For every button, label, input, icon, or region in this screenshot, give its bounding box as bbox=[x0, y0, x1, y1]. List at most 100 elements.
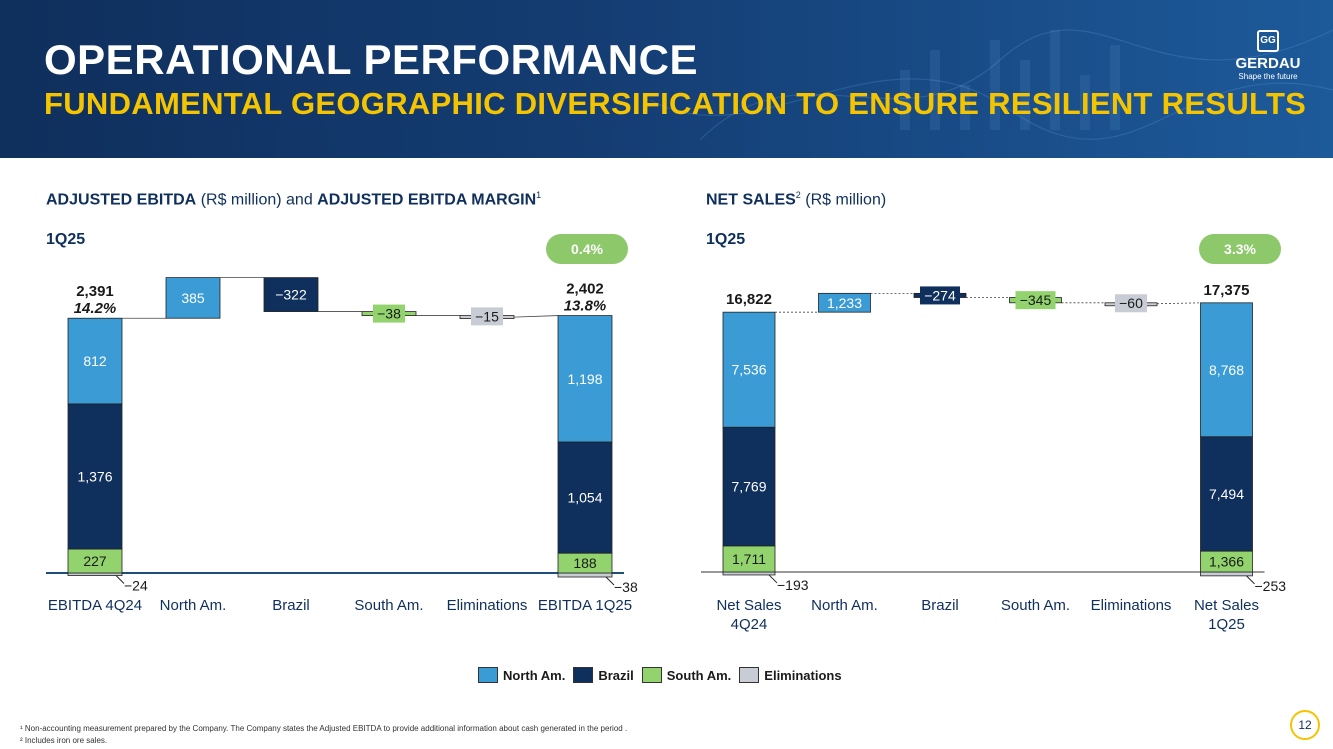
delta-label-eliminations: −15 bbox=[475, 308, 499, 324]
end-callout-line-eliminations bbox=[1246, 575, 1255, 585]
end-total-label: 17,375 bbox=[1204, 282, 1250, 299]
start-bar-south-am bbox=[722, 545, 776, 573]
ebitda-period: 1Q25 bbox=[46, 231, 86, 248]
end-bar-north-am bbox=[557, 315, 613, 443]
chart-legend: North Am. Brazil South Am. Eliminations bbox=[478, 665, 850, 685]
delta-label-north-am: 1,233 bbox=[827, 295, 862, 311]
legend-label-eliminations: Eliminations bbox=[764, 667, 842, 683]
legend-swatch-eliminations bbox=[739, 667, 760, 683]
ebitda-title-part-2: (R$ million) and bbox=[200, 191, 318, 209]
logo-mark-icon: GG bbox=[1257, 30, 1279, 52]
category-label-net-sales-4q24: Net Sales bbox=[716, 597, 781, 614]
footnote-2: ² Includes iron ore sales. bbox=[20, 736, 108, 745]
ebitda-title-part-1: ADJUSTED EBITDA bbox=[46, 191, 197, 209]
page-number: 12 bbox=[1290, 710, 1320, 740]
net-sales-title-part-2: (R$ million) bbox=[805, 191, 887, 209]
delta-label-eliminations: −60 bbox=[1119, 295, 1143, 311]
category-label-net-sales-1q25: Net Sales bbox=[1194, 597, 1259, 614]
start-label-eliminations: −24 bbox=[124, 578, 148, 594]
delta-label-bg-brazil bbox=[920, 286, 960, 305]
ebitda-margin-change-badge: 0.4% bbox=[546, 234, 628, 264]
delta-label-bg-south-am bbox=[1015, 291, 1056, 310]
legend-item-north-am: North Am. bbox=[478, 667, 565, 683]
start-total-label: 2,391 bbox=[76, 283, 114, 300]
end-label-north-am: 1,198 bbox=[567, 371, 602, 387]
start-bar-north-am bbox=[67, 317, 123, 405]
start-label-north-am: 7,536 bbox=[731, 362, 766, 378]
category-label-eliminations: Eliminations bbox=[1091, 597, 1172, 614]
delta-label-south-am: −345 bbox=[1020, 292, 1052, 308]
end-total-label: 2,402 bbox=[566, 281, 604, 298]
start-callout-line-eliminations bbox=[768, 574, 778, 584]
legend-item-eliminations: Eliminations bbox=[739, 667, 842, 683]
net-sales-chart-title: NET SALES2 (R$ million) bbox=[706, 190, 886, 209]
end-label-north-am: 8,768 bbox=[1209, 362, 1244, 378]
ebitda-title-part-3: ADJUSTED EBITDA MARGIN bbox=[317, 191, 537, 209]
start-bar-brazil bbox=[722, 426, 776, 547]
delta-bar-north-am bbox=[818, 292, 871, 313]
delta-bar-brazil bbox=[263, 277, 319, 312]
start-bar-eliminations bbox=[722, 571, 776, 576]
delta-label-brazil: −322 bbox=[275, 287, 307, 303]
category-label-north-am: North Am. bbox=[160, 597, 227, 614]
ebitda-title-footnote-mark: 1 bbox=[536, 190, 542, 200]
delta-label-bg-eliminations bbox=[471, 307, 503, 326]
legend-item-brazil: Brazil bbox=[573, 667, 634, 683]
category-label-net-sales-1q25-line2: 1Q25 bbox=[1208, 616, 1245, 633]
category-label-north-am: North Am. bbox=[811, 597, 878, 614]
end-label-south-am: 188 bbox=[573, 555, 597, 571]
logo-tagline: Shape the future bbox=[1238, 72, 1298, 81]
net-sales-title-footnote-mark: 2 bbox=[795, 190, 801, 200]
delta-label-bg-south-am bbox=[373, 304, 405, 323]
footnotes: ¹ Non-accounting measurement prepared by… bbox=[20, 723, 627, 747]
footnote-1: ¹ Non-accounting measurement prepared by… bbox=[20, 724, 628, 733]
net-sales-change-badge: 3.3% bbox=[1199, 234, 1281, 264]
start-label-brazil: 7,769 bbox=[731, 479, 766, 495]
category-label-brazil: Brazil bbox=[921, 597, 959, 614]
end-bar-brazil bbox=[1200, 436, 1253, 552]
net-sales-period: 1Q25 bbox=[706, 231, 746, 248]
start-label-south-am: 227 bbox=[83, 553, 107, 569]
end-bar-eliminations bbox=[1200, 571, 1253, 577]
end-label-eliminations: −253 bbox=[1255, 578, 1287, 594]
start-total-label: 16,822 bbox=[726, 291, 772, 308]
start-bar-north-am bbox=[722, 311, 776, 428]
category-label-south-am: South Am. bbox=[354, 597, 423, 614]
category-label-south-am: South Am. bbox=[1001, 597, 1070, 614]
end-label-south-am: 1,366 bbox=[1209, 554, 1244, 570]
page-title: OPERATIONAL PERFORMANCE bbox=[44, 36, 698, 83]
ebitda-chart-title: ADJUSTED EBITDA (R$ million) and ADJUSTE… bbox=[46, 190, 541, 209]
legend-swatch-brazil bbox=[573, 667, 594, 683]
start-margin-label: 14.2% bbox=[74, 300, 117, 317]
end-callout-line-eliminations bbox=[605, 576, 615, 586]
net-sales-title-part-1: NET SALES bbox=[706, 191, 796, 209]
start-bar-brazil bbox=[67, 403, 123, 550]
category-label-ebitda-1q25: EBITDA 1Q25 bbox=[538, 597, 632, 614]
start-label-south-am: 1,711 bbox=[732, 551, 766, 567]
connector-line-end bbox=[513, 315, 559, 318]
end-label-eliminations: −38 bbox=[614, 579, 638, 595]
header-decoration bbox=[649, 29, 1333, 141]
company-logo: GG GERDAU Shape the future bbox=[1232, 30, 1304, 82]
legend-label-north-am: North Am. bbox=[503, 667, 566, 683]
start-label-eliminations: −193 bbox=[777, 577, 809, 593]
start-callout-line-eliminations bbox=[115, 575, 125, 584]
category-label-eliminations: Eliminations bbox=[447, 597, 528, 614]
category-label-ebitda-4q24: EBITDA 4Q24 bbox=[48, 597, 142, 614]
legend-swatch-south-am bbox=[641, 667, 662, 683]
category-label-net-sales-4q24-line2: 4Q24 bbox=[731, 616, 768, 633]
start-label-brazil: 1,376 bbox=[77, 468, 112, 484]
legend-label-south-am: South Am. bbox=[666, 667, 732, 683]
end-label-brazil: 7,494 bbox=[1209, 486, 1244, 502]
legend-swatch-north-am bbox=[478, 667, 498, 683]
end-margin-label: 13.8% bbox=[564, 298, 607, 315]
end-label-brazil: 1,054 bbox=[567, 490, 602, 506]
legend-label-brazil: Brazil bbox=[598, 667, 634, 683]
delta-label-brazil: −274 bbox=[924, 287, 956, 303]
header-banner: OPERATIONAL PERFORMANCE FUNDAMENTAL GEOG… bbox=[0, 0, 1333, 158]
end-bar-brazil bbox=[557, 441, 613, 554]
category-label-brazil: Brazil bbox=[272, 597, 310, 614]
legend-item-south-am: South Am. bbox=[641, 667, 732, 683]
